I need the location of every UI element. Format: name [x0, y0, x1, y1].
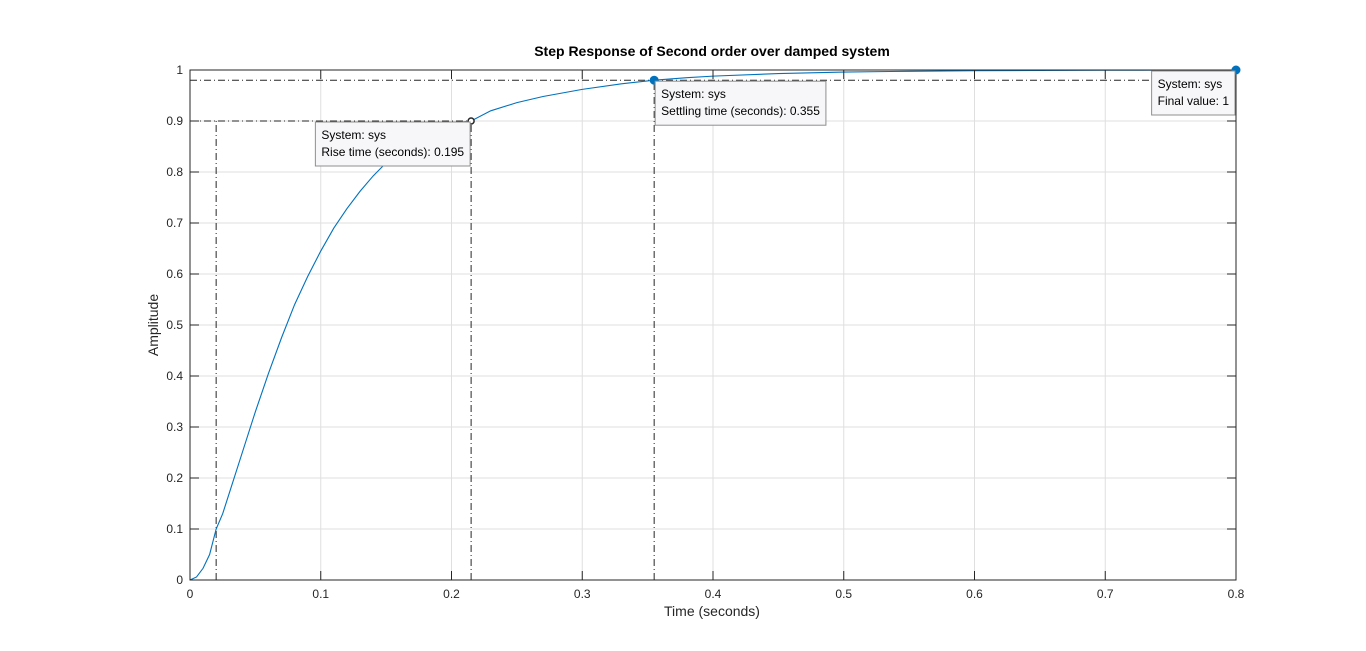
y-tick-label: 0.2	[166, 471, 183, 485]
x-tick-label: 0.4	[705, 587, 722, 601]
x-tick-label: 0	[187, 587, 194, 601]
datatip-rise: System: sys Rise time (seconds): 0.195	[314, 117, 475, 167]
x-tick-label: 0.2	[443, 587, 460, 601]
x-tick-label: 0.1	[312, 587, 329, 601]
x-tick-labels: 0 0.1 0.2 0.3 0.4 0.5 0.6 0.7 0.8	[187, 587, 1245, 601]
datatip-line-2: Rise time (seconds): 0.195	[321, 145, 464, 159]
y-tick-label: 0.5	[166, 318, 183, 332]
x-tick-label: 0.5	[835, 587, 852, 601]
datatip-box	[314, 121, 471, 167]
y-tick-label: 0.4	[166, 369, 183, 383]
datatip-line-1: System: sys	[1158, 77, 1223, 91]
y-tick-label: 0.6	[166, 267, 183, 281]
datatip-box	[1151, 70, 1236, 116]
y-tick-label: 0.7	[166, 216, 183, 230]
datatip-box	[654, 80, 827, 126]
datatip-line-1: System: sys	[661, 87, 726, 101]
y-tick-labels: 0 0.1 0.2 0.3 0.4 0.5 0.6 0.7 0.8 0.9 1	[166, 63, 183, 587]
y-tick-label: 0	[176, 573, 183, 587]
datatip-final: System: sys Final value: 1	[1151, 65, 1241, 116]
axis-ticks	[189, 69, 1237, 581]
datatip-settling: System: sys Settling time (seconds): 0.35…	[649, 75, 827, 126]
y-tick-label: 1	[176, 63, 183, 77]
y-tick-label: 0.8	[166, 165, 183, 179]
chart-title: Step Response of Second order over dampe…	[534, 43, 890, 59]
y-tick-label: 0.1	[166, 522, 183, 536]
y-axis-label: Amplitude	[145, 294, 161, 356]
datatip-line-2: Settling time (seconds): 0.355	[661, 104, 820, 118]
x-axis-label: Time (seconds)	[664, 603, 760, 619]
x-tick-label: 0.6	[966, 587, 983, 601]
datatip-line-2: Final value: 1	[1158, 94, 1230, 108]
x-tick-label: 0.8	[1228, 587, 1245, 601]
x-tick-label: 0.3	[574, 587, 591, 601]
y-tick-label: 0.3	[166, 420, 183, 434]
datatip-line-1: System: sys	[321, 128, 386, 142]
y-tick-label: 0.9	[166, 114, 183, 128]
x-tick-label: 0.7	[1097, 587, 1114, 601]
